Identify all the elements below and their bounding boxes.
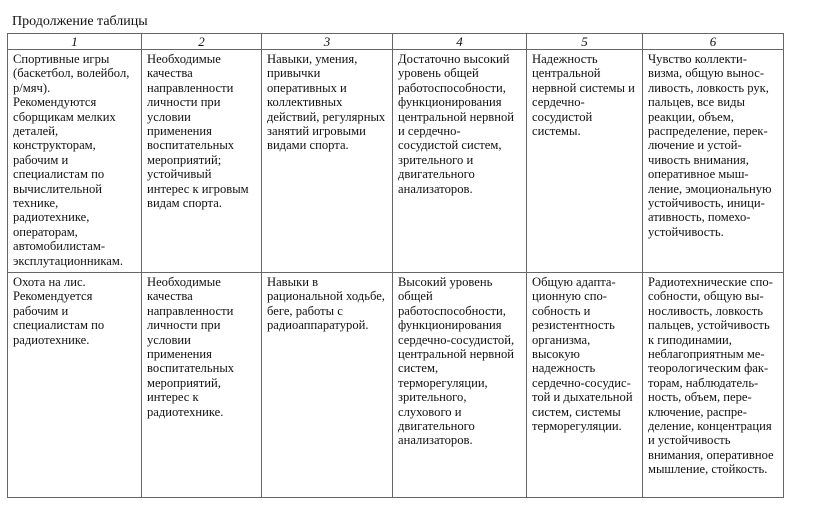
table-row: Охота на лис. Рекомендуется рабочим и сп… <box>7 272 784 498</box>
table-cell: Надежность центральной нервной системы и… <box>526 49 643 273</box>
column-header-4: 4 <box>392 33 527 50</box>
table-cell: Радиотехнические спо- собности, общую вы… <box>642 272 784 498</box>
column-header-3: 3 <box>261 33 393 50</box>
table-cell: Общую адапта- ционную спо- собность и ре… <box>526 272 643 498</box>
table-cell: Высокий уровень общей работоспособности,… <box>392 272 527 498</box>
column-header-2: 2 <box>141 33 262 50</box>
column-header-1: 1 <box>7 33 142 50</box>
table-cell: Спортивные игры (баскетбол, волейбол, р/… <box>7 49 142 273</box>
header-row: 1 2 3 4 5 6 <box>7 33 784 50</box>
data-table: 1 2 3 4 5 6 Спортивные игры (баскетбол, … <box>7 33 784 498</box>
column-header-5: 5 <box>526 33 643 50</box>
table-cell: Необходимые качества направленности личн… <box>141 272 262 498</box>
table-row: Спортивные игры (баскетбол, волейбол, р/… <box>7 49 784 273</box>
table-cell: Навыки в рациональной ходьбе, беге, рабо… <box>261 272 393 498</box>
table-cell: Чувство коллекти- визма, общую вынос- ли… <box>642 49 784 273</box>
column-header-6: 6 <box>642 33 784 50</box>
table-cell: Необходимые качества направленности личн… <box>141 49 262 273</box>
table-cell: Охота на лис. Рекомендуется рабочим и сп… <box>7 272 142 498</box>
table-caption: Продолжение таблицы <box>12 14 148 29</box>
table-cell: Достаточно высокий уровень общей работос… <box>392 49 527 273</box>
table-cell: Навыки, умения, привычки оперативных и к… <box>261 49 393 273</box>
